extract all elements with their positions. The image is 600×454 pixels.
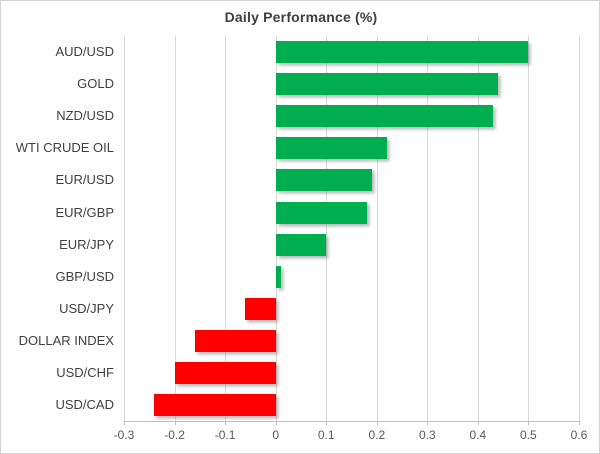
bar-usd-jpy (245, 297, 276, 320)
gridline-0.6 (579, 36, 580, 421)
gridline-0.4 (477, 36, 479, 421)
x-tick-label-0.3: 0.3 (418, 428, 436, 442)
gridline-0.2 (376, 36, 378, 421)
axis-tick--0.1 (225, 421, 227, 425)
bar-wti-crude-oil (275, 137, 387, 160)
gridline-0.1 (326, 36, 328, 421)
x-tick-label-0.6: 0.6 (570, 428, 588, 442)
category-label-nzd-usd: NZD/USD (56, 108, 114, 124)
axis-tick--0.2 (174, 421, 176, 425)
category-label-usd-jpy: USD/JPY (59, 300, 114, 316)
category-label-wti-crude-oil: WTI CRUDE OIL (15, 140, 114, 156)
category-label-gbp-usd: GBP/USD (55, 268, 114, 284)
gridline-0 (275, 36, 277, 421)
bar-usd-chf (174, 361, 276, 384)
bar-gold (275, 73, 499, 96)
bar-gbp-usd (275, 265, 281, 288)
axis-tick--0.3 (124, 421, 125, 425)
x-tick-label-0.4: 0.4 (469, 428, 487, 442)
axis-tick-0.3 (427, 421, 429, 425)
plot-area (124, 36, 580, 421)
category-label-dollar-index: DOLLAR INDEX (18, 332, 114, 348)
bar-dollar-index (194, 329, 276, 352)
x-tick-label--0.3: -0.3 (113, 428, 135, 442)
x-tick-label--0.1: -0.1 (214, 428, 236, 442)
axis-tick-0.2 (376, 421, 378, 425)
x-tick-label-0.2: 0.2 (368, 428, 386, 442)
category-label-usd-chf: USD/CHF (56, 364, 114, 380)
gridline--0.1 (225, 36, 227, 421)
category-label-gold: GOLD (77, 76, 114, 92)
bar-usd-cad (154, 394, 276, 416)
x-tick-label--0.2: -0.2 (164, 428, 185, 442)
axis-tick-0.4 (477, 421, 479, 425)
x-tick-label-0.5: 0.5 (520, 428, 537, 442)
x-tick-label-0: 0 (272, 428, 280, 442)
bar-eur-gbp (275, 201, 367, 224)
gridline-0.5 (528, 36, 530, 421)
bar-eur-usd (275, 169, 372, 192)
category-label-eur-jpy: EUR/JPY (59, 236, 114, 252)
axis-tick-0.5 (528, 421, 530, 425)
axis-tick-0.1 (326, 421, 328, 425)
category-label-usd-cad: USD/CAD (55, 397, 114, 412)
bar-nzd-usd (275, 105, 494, 128)
category-label-eur-usd: EUR/USD (55, 172, 114, 188)
bar-eur-jpy (275, 233, 327, 256)
x-axis-line (124, 421, 579, 422)
chart-title: Daily Performance (%) (224, 9, 378, 25)
gridline--0.3 (124, 36, 125, 421)
category-label-eur-gbp: EUR/GBP (55, 204, 114, 220)
axis-tick-0.6 (579, 421, 580, 425)
axis-tick-0 (275, 421, 277, 425)
bar-aud-usd (275, 41, 529, 63)
gridline-0.3 (427, 36, 429, 421)
gridline--0.2 (174, 36, 176, 421)
category-label-aud-usd: AUD/USD (55, 44, 114, 59)
x-tick-label-0.1: 0.1 (317, 428, 335, 442)
